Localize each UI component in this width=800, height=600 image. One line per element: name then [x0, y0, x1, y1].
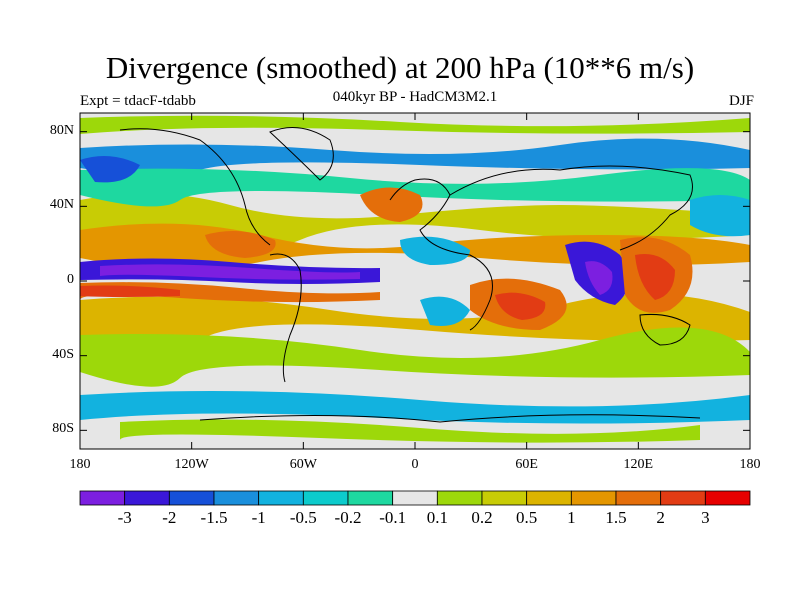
colorbar-swatch	[392, 490, 438, 506]
colorbar-swatch	[168, 490, 215, 506]
colorbar-label: 0.2	[471, 508, 493, 527]
colorbar-label: 1	[567, 508, 576, 527]
lon-tick-label: 180	[739, 457, 761, 472]
colorbar-label: -0.5	[289, 508, 317, 527]
colorbar-label: -0.1	[379, 508, 407, 527]
lat-tick-label: 80N	[49, 122, 74, 138]
axis-ticks	[79, 113, 751, 449]
colorbar-label: -3	[117, 508, 132, 527]
colorbar-swatch	[347, 490, 394, 506]
lon-tick-label: 120E	[623, 457, 654, 472]
colorbar-swatch	[660, 490, 706, 506]
lat-tick-label: 0	[67, 272, 74, 287]
colorbar-swatch	[258, 490, 304, 506]
colorbar	[79, 490, 751, 506]
colorbar-swatch	[481, 490, 528, 506]
lon-tick-label: 60E	[515, 457, 538, 472]
lat-tick-label: 40S	[52, 346, 74, 362]
colorbar-label: -2	[162, 508, 177, 527]
season-label: DJF	[728, 93, 754, 109]
colorbar-label: 0.1	[426, 508, 448, 527]
colorbar-label: 2	[656, 508, 665, 527]
figure-subtitle: 040kyr BP - HadCM3M2.1	[332, 89, 498, 105]
lon-tick-label: 60W	[289, 457, 317, 472]
colorbar-swatch	[302, 490, 349, 506]
colorbar-label: 1.5	[605, 508, 627, 527]
lat-tick-label: 40N	[49, 197, 74, 213]
colorbar-label: -1.5	[200, 508, 228, 527]
colorbar-swatch	[615, 490, 662, 506]
colorbar-label: 0.5	[516, 508, 538, 527]
colorbar-swatch	[526, 490, 572, 506]
colorbar-swatch	[704, 490, 751, 506]
colorbar-swatch	[79, 490, 126, 506]
coastlines	[119, 127, 701, 423]
figure-title: Divergence (smoothed) at 200 hPa (10**6 …	[105, 50, 695, 85]
lat-tick-label: 80S	[52, 421, 74, 437]
experiment-label: Expt = tdacF-tdabb	[80, 93, 196, 109]
divergence-field	[80, 115, 750, 443]
colorbar-swatch	[213, 490, 260, 506]
lon-tick-label: 120W	[174, 457, 209, 472]
colorbar-swatch	[124, 490, 170, 506]
colorbar-swatch	[570, 490, 617, 506]
lon-tick-label: 180	[69, 457, 91, 472]
lon-tick-label: 0	[411, 457, 419, 472]
colorbar-label: 3	[701, 508, 710, 527]
colorbar-label: -0.2	[334, 508, 362, 527]
colorbar-swatch	[436, 490, 483, 506]
colorbar-label: -1	[251, 508, 266, 527]
